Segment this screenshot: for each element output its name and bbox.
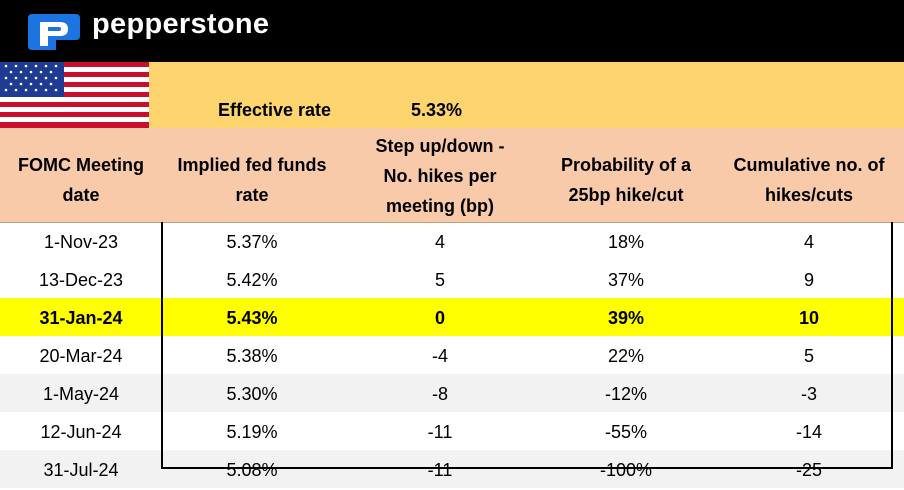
cell-cumulative: 9 [803, 270, 814, 290]
cell-implied: 5.30% [226, 384, 278, 404]
cell-implied: 5.38% [226, 346, 278, 366]
cell-step: 5 [434, 270, 445, 290]
table-row: 20-Mar-24 5.38% -4 22% 5 [0, 336, 904, 374]
table-row: 13-Dec-23 5.42% 5 37% 9 [0, 260, 904, 298]
cell-implied: 5.42% [226, 270, 278, 290]
table-row: 1-Nov-23 5.37% 4 18% 4 [0, 222, 904, 260]
cell-step: 4 [434, 232, 445, 252]
cell-date: 31-Jul-24 [43, 460, 119, 480]
brand-bar: pepperstone [0, 0, 904, 62]
brand-name: pepperstone [92, 8, 270, 40]
table-row: 1-May-24 5.30% -8 -12% -3 [0, 374, 904, 412]
cell-cumulative: -25 [795, 460, 822, 480]
cell-step: -4 [431, 346, 448, 366]
cell-date: 31-Jan-24 [39, 308, 123, 328]
header-meeting-date: FOMC Meeting date [18, 155, 144, 205]
cell-date: 12-Jun-24 [40, 422, 122, 442]
cell-probability: 22% [607, 346, 645, 366]
effective-rate-bar [149, 62, 904, 128]
cell-probability: -55% [604, 422, 648, 442]
cell-date: 1-May-24 [42, 384, 120, 404]
table-left-border [161, 222, 163, 468]
cell-cumulative: -14 [795, 422, 822, 442]
cell-cumulative: 5 [803, 346, 814, 366]
cell-implied: 5.43% [226, 308, 278, 328]
header-divider [0, 222, 904, 223]
pepperstone-p-logo-icon [28, 14, 80, 50]
table-bottom-border [161, 467, 893, 469]
cell-date: 1-Nov-23 [43, 232, 119, 252]
table-header [0, 128, 904, 222]
cell-probability: -12% [604, 384, 648, 404]
table-row: 12-Jun-24 5.19% -11 -55% -14 [0, 412, 904, 450]
cell-date: 13-Dec-23 [38, 270, 124, 290]
cell-cumulative: -3 [800, 384, 817, 404]
cell-probability: 37% [607, 270, 645, 290]
cell-step: -8 [431, 384, 448, 404]
header-implied-rate: Implied fed funds rate [177, 155, 327, 205]
cell-probability: -100% [599, 460, 653, 480]
us-flag-icon [0, 62, 149, 128]
cell-implied: 5.37% [226, 232, 278, 252]
cell-cumulative: 10 [798, 308, 820, 328]
header-step: Step up/down - No. hikes per meeting (bp… [375, 136, 505, 216]
cell-probability: 39% [607, 308, 645, 328]
cell-date: 20-Mar-24 [39, 346, 123, 366]
effective-rate-label: Effective rate [218, 100, 332, 120]
cell-cumulative: 4 [803, 232, 814, 252]
table-row: 31-Jul-24 5.08% -11 -100% -25 [0, 450, 904, 488]
cell-implied: 5.19% [226, 422, 278, 442]
cell-step: 0 [434, 308, 445, 328]
cell-implied: 5.08% [226, 460, 278, 480]
cell-step: -11 [427, 460, 453, 480]
cell-step: -11 [427, 422, 453, 442]
effective-rate-value: 5.33% [411, 100, 463, 120]
cell-probability: 18% [607, 232, 645, 252]
header-probability: Probability of a 25bp hike/cut [560, 155, 692, 205]
table-right-border [891, 222, 893, 468]
header-cumulative: Cumulative no. of hikes/cuts [733, 155, 885, 205]
table-row-highlighted: 31-Jan-24 5.43% 0 39% 10 [0, 298, 904, 336]
